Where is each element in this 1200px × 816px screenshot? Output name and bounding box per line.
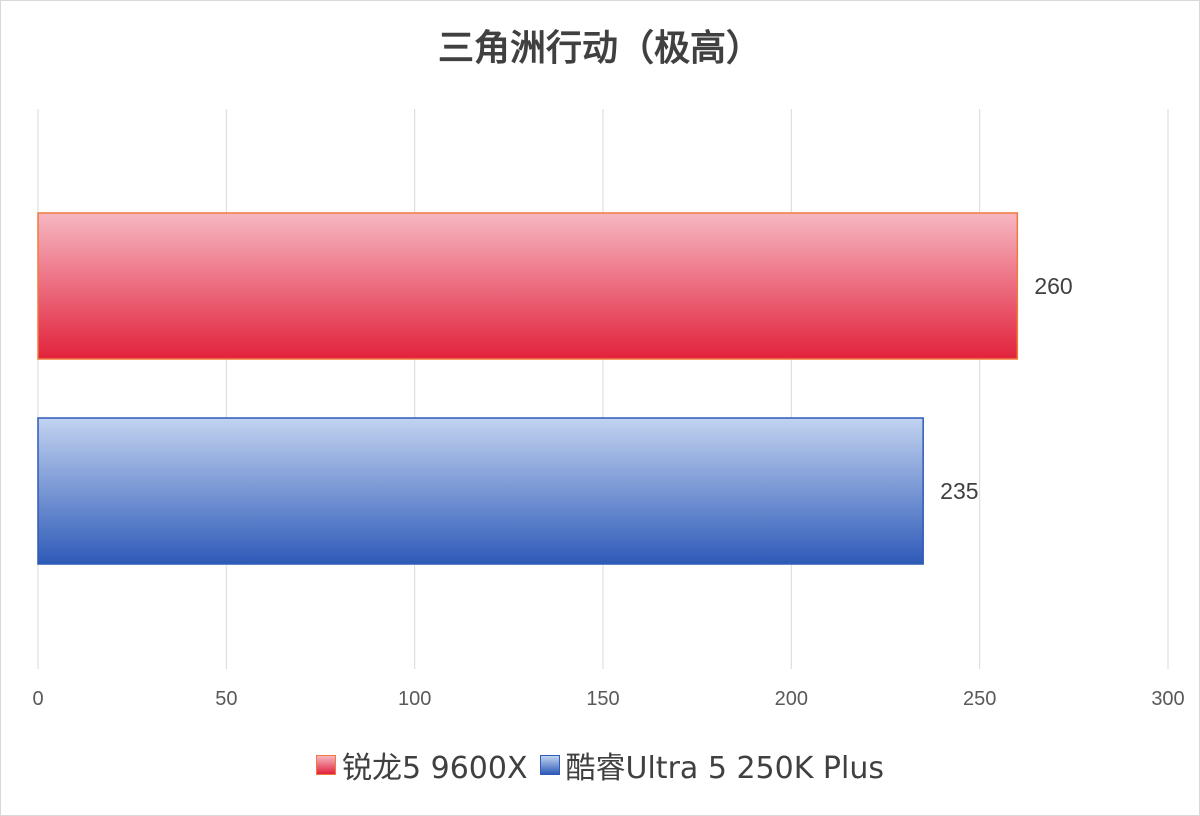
x-axis-ticks: 0 50 100 150 200 250 300	[32, 688, 1184, 710]
x-tick-label-50: 50	[215, 688, 237, 710]
chart-title: 三角洲行动（极高）	[437, 28, 762, 69]
x-tick-label-200: 200	[775, 688, 808, 710]
gridlines	[37, 109, 1169, 669]
legend-label-core-ultra: 酷睿Ultra 5 250K Plus	[565, 751, 884, 786]
x-tick-label-0: 0	[32, 688, 43, 710]
x-tick-label-250: 250	[963, 688, 996, 710]
x-tick-label-300: 300	[1151, 688, 1184, 710]
legend: 锐龙5 9600X 酷睿Ultra 5 250K Plus	[1, 743, 1199, 787]
legend-item-ryzen[interactable]: 锐龙5 9600X	[315, 743, 528, 787]
legend-item-core-ultra[interactable]: 酷睿Ultra 5 250K Plus	[539, 743, 884, 787]
data-label-0: 260	[1034, 273, 1072, 299]
bar-0	[37, 212, 1019, 360]
data-label-1: 235	[940, 478, 978, 504]
x-tick-label-100: 100	[398, 688, 431, 710]
legend-swatch-core-ultra	[539, 755, 560, 775]
x-tick-label-150: 150	[586, 688, 619, 710]
plot-area: 0 50 100 150 200 250 300 260 235	[32, 109, 1185, 710]
bars	[37, 212, 1019, 565]
bar-1	[37, 417, 924, 565]
legend-swatch-ryzen	[315, 755, 336, 775]
legend-label-ryzen: 锐龙5 9600X	[341, 751, 528, 786]
data-labels: 260 235	[940, 273, 1073, 504]
